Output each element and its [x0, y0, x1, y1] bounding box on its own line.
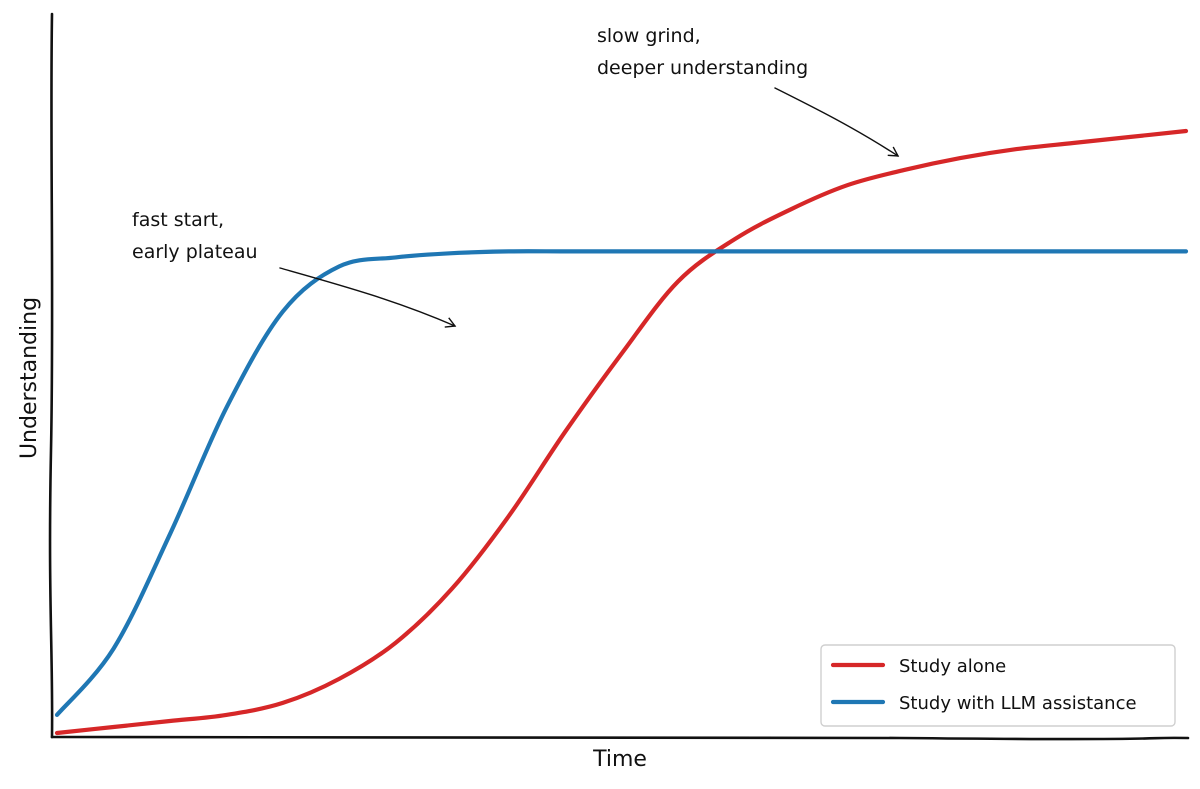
legend: Study alone Study with LLM assistance [820, 644, 1176, 727]
legend-frame [820, 644, 1176, 727]
annotation-slow-grind-line-1: slow grind, [597, 25, 701, 47]
series-line-study-alone [54, 128, 1189, 736]
annotation-fast-start-line-2: early plateau [132, 241, 258, 263]
legend-label-study-alone: Study alone [899, 656, 1006, 677]
y-axis [48, 12, 54, 739]
annotation-slow-grind-arrow [774, 87, 900, 157]
x-axis [50, 735, 1190, 741]
annotation-fast-start-line-1: fast start, [132, 209, 224, 231]
series-layer [54, 128, 1189, 736]
legend-label-study-with-llm: Study with LLM assistance [899, 693, 1137, 714]
y-axis-label: Understanding [17, 297, 42, 459]
series-line-study-with-llm-assistance [54, 249, 1189, 717]
annotation-slow-grind-line-2: deeper understanding [597, 57, 808, 79]
annotation-layer: fast start, early plateau slow grind, de… [132, 25, 900, 328]
annotation-fast-start-arrow [279, 267, 457, 328]
x-axis-label: Time [592, 747, 647, 772]
